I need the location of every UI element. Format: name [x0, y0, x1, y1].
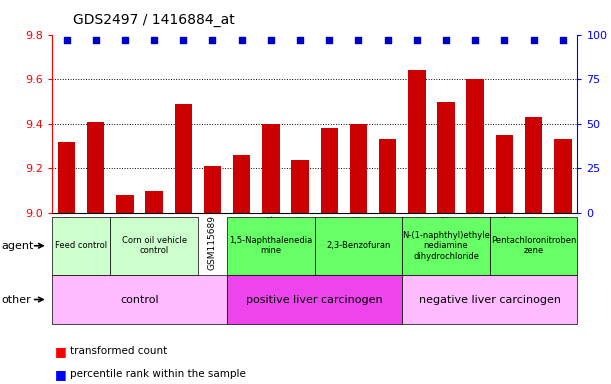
Point	[295, 37, 305, 43]
Text: 2,3-Benzofuran: 2,3-Benzofuran	[326, 241, 390, 250]
Point	[354, 37, 364, 43]
Text: Corn oil vehicle
control: Corn oil vehicle control	[122, 236, 187, 255]
Bar	[291, 159, 309, 213]
Bar	[321, 128, 338, 213]
Point	[324, 37, 334, 43]
Bar	[58, 142, 75, 213]
Text: GDS2497 / 1416884_at: GDS2497 / 1416884_at	[73, 13, 235, 27]
Point	[500, 37, 510, 43]
Bar	[233, 155, 251, 213]
Point	[470, 37, 480, 43]
Bar	[203, 166, 221, 213]
Point	[120, 37, 130, 43]
Point	[149, 37, 159, 43]
Point	[237, 37, 247, 43]
Point	[441, 37, 451, 43]
Text: ■: ■	[55, 368, 67, 381]
Bar	[175, 104, 192, 213]
Bar	[145, 191, 163, 213]
Bar	[466, 79, 484, 213]
Point	[558, 37, 568, 43]
Text: agent: agent	[1, 241, 34, 251]
Text: Feed control: Feed control	[55, 241, 107, 250]
Text: negative liver carcinogen: negative liver carcinogen	[419, 295, 561, 305]
Bar	[437, 101, 455, 213]
Text: other: other	[1, 295, 31, 305]
Text: transformed count: transformed count	[70, 346, 167, 356]
Text: N-(1-naphthyl)ethyle
nediamine
dihydrochloride: N-(1-naphthyl)ethyle nediamine dihydroch…	[402, 231, 490, 261]
Bar	[349, 124, 367, 213]
Text: ■: ■	[55, 345, 67, 358]
Bar	[379, 139, 397, 213]
Point	[91, 37, 101, 43]
Point	[412, 37, 422, 43]
Point	[208, 37, 218, 43]
Point	[62, 37, 71, 43]
Point	[266, 37, 276, 43]
Bar	[408, 70, 426, 213]
Bar	[525, 117, 543, 213]
Text: Pentachloronitroben
zene: Pentachloronitroben zene	[491, 236, 576, 255]
Text: 1,5-Naphthalenedia
mine: 1,5-Naphthalenedia mine	[229, 236, 312, 255]
Point	[178, 37, 188, 43]
Text: control: control	[120, 295, 159, 305]
Point	[529, 37, 538, 43]
Text: percentile rank within the sample: percentile rank within the sample	[70, 369, 246, 379]
Bar	[116, 195, 134, 213]
Bar	[262, 124, 280, 213]
Text: positive liver carcinogen: positive liver carcinogen	[246, 295, 383, 305]
Point	[382, 37, 392, 43]
Bar	[554, 139, 571, 213]
Bar	[496, 135, 513, 213]
Bar	[87, 122, 104, 213]
